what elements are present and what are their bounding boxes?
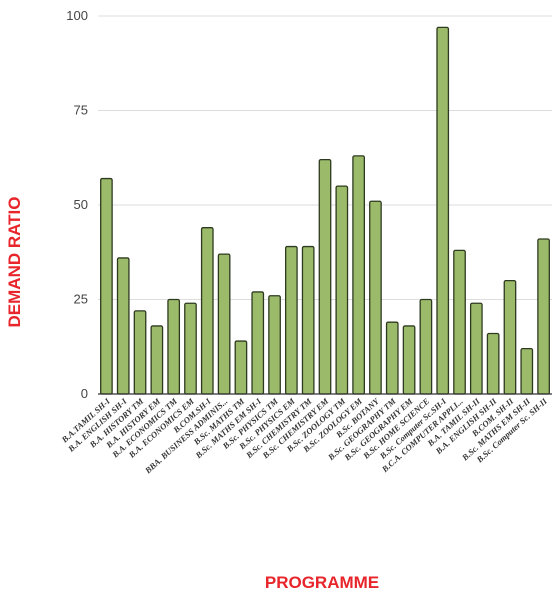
bar	[234, 340, 248, 395]
bar	[453, 249, 466, 395]
bar	[301, 245, 315, 395]
bar	[167, 298, 181, 395]
bar	[402, 325, 416, 395]
bar	[369, 200, 382, 395]
y-tick-label: 50	[74, 197, 88, 212]
bar	[184, 302, 197, 395]
bars	[100, 26, 550, 395]
y-tick-label: 100	[66, 8, 88, 23]
bar	[100, 177, 113, 395]
bar	[133, 310, 147, 395]
bar	[503, 279, 517, 395]
bar	[436, 26, 450, 395]
y-axis-ticks: 0 25 50 75 100	[66, 8, 88, 401]
y-tick-label: 25	[74, 292, 88, 307]
bar	[200, 227, 214, 395]
x-axis-title: PROGRAMME	[265, 573, 379, 592]
y-axis-title: DEMAND RATIO	[5, 197, 24, 328]
x-axis-category-labels: B.A.TAMIL SH-IB.A. ENGLISH SH-IB.A. HIST…	[59, 396, 550, 477]
bar	[486, 332, 500, 395]
bar	[285, 245, 298, 395]
bar	[537, 238, 550, 395]
y-tick-label: 75	[74, 103, 88, 118]
bar	[318, 158, 332, 395]
bar	[217, 253, 231, 395]
bar	[385, 321, 399, 395]
bar	[268, 295, 281, 395]
bar	[469, 302, 483, 395]
bar	[419, 298, 433, 395]
bar	[335, 185, 349, 395]
y-tick-label: 0	[81, 386, 88, 401]
bar	[520, 347, 534, 395]
bar	[251, 291, 265, 395]
bar	[150, 325, 164, 395]
bar	[116, 257, 130, 395]
bar	[352, 155, 365, 395]
